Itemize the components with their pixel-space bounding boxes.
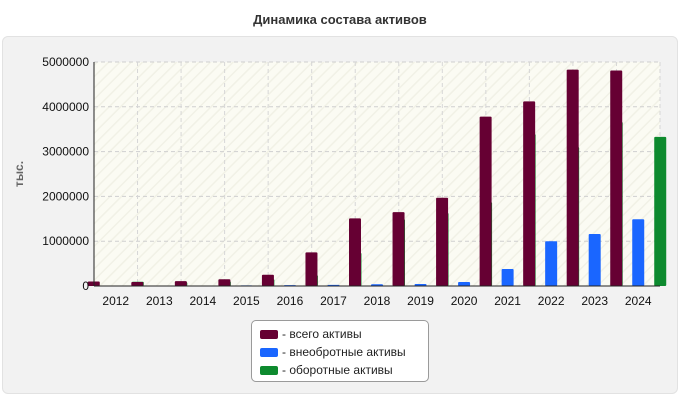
legend-label-total: - всего активы [282, 327, 362, 341]
x-tick-label: 2023 [581, 294, 608, 308]
bar [566, 69, 579, 286]
bar [501, 268, 514, 286]
bar [218, 279, 231, 286]
bar [261, 274, 274, 286]
bar [458, 281, 471, 286]
bar [392, 212, 405, 286]
y-tick-label: 3000000 [42, 145, 89, 159]
bar [414, 283, 427, 286]
x-tick-label: 2012 [102, 294, 129, 308]
bar [349, 218, 361, 286]
x-tick-label: 2022 [538, 294, 565, 308]
bar [131, 281, 144, 286]
legend-swatch-current [260, 365, 278, 375]
y-tick-label: 2000000 [42, 189, 89, 203]
chart-title: Динамика состава активов [253, 12, 427, 27]
bar [588, 234, 601, 286]
x-tick-label: 2024 [625, 294, 652, 308]
bar [436, 197, 449, 286]
x-tick-label: 2020 [451, 294, 478, 308]
x-tick-label: 2019 [407, 294, 434, 308]
x-tick-label: 2016 [277, 294, 304, 308]
legend: - всего активы - внеобротные активы - об… [251, 320, 429, 382]
bar [545, 241, 558, 286]
y-tick-label: 4000000 [42, 100, 89, 114]
bar [610, 70, 623, 287]
legend-swatch-total [260, 329, 278, 339]
legend-item-total: - всего активы [260, 325, 428, 343]
y-tick-label: 0 [82, 279, 89, 293]
y-axis-label: тыс. [12, 161, 26, 187]
bar [654, 136, 667, 286]
bar [479, 116, 492, 286]
x-tick-label: 2018 [364, 294, 391, 308]
y-tick-label: 5000000 [42, 55, 89, 69]
bar [174, 281, 187, 286]
x-tick-label: 2017 [320, 294, 347, 308]
x-tick-label: 2013 [146, 294, 173, 308]
legend-swatch-noncurrent [260, 347, 278, 357]
x-tick-label: 2015 [233, 294, 260, 308]
legend-label-noncurrent: - внеобротные активы [282, 345, 406, 359]
plot-area [94, 62, 660, 286]
bar [523, 101, 536, 286]
legend-label-current: - оборотные активы [282, 363, 393, 377]
bar [305, 252, 318, 286]
y-tick-label: 1000000 [42, 234, 89, 248]
legend-item-noncurrent: - внеобротные активы [260, 343, 428, 361]
bar [632, 219, 645, 286]
x-tick-label: 2014 [189, 294, 216, 308]
legend-item-current: - оборотные активы [260, 361, 428, 379]
x-tick-label: 2021 [494, 294, 521, 308]
